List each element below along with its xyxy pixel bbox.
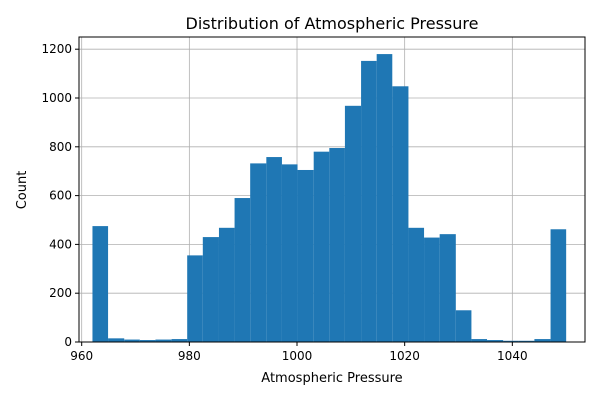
histogram-bar <box>361 60 377 342</box>
histogram-bar <box>455 310 472 342</box>
histogram-bar <box>550 229 567 342</box>
histogram-bar <box>313 151 330 342</box>
histogram-bar <box>503 340 519 342</box>
y-tick-label: 1200 <box>41 42 72 56</box>
y-tick-label: 1000 <box>41 91 72 105</box>
histogram-bar <box>124 339 140 342</box>
histogram-bar <box>344 105 362 342</box>
y-tick-label: 800 <box>49 140 72 154</box>
histogram-bar <box>266 157 282 342</box>
histogram-bar <box>471 339 488 342</box>
x-axis: 960 980 1000 1020 1040 <box>70 342 528 363</box>
y-tick-label: 200 <box>49 286 72 300</box>
histogram-bar <box>518 340 535 342</box>
histogram-bar <box>281 164 298 342</box>
histogram-bar <box>439 234 456 342</box>
y-tick-label: 600 <box>49 189 72 203</box>
x-tick-label: 1020 <box>389 349 420 363</box>
histogram-bar <box>534 339 551 342</box>
histogram-bar <box>424 237 440 342</box>
histogram-bar <box>202 237 219 342</box>
x-tick-label: 1040 <box>497 349 528 363</box>
histogram-bar <box>297 169 314 342</box>
histogram-bar <box>234 198 251 342</box>
histogram-bar <box>250 163 267 342</box>
chart-title: Distribution of Atmospheric Pressure <box>186 14 479 33</box>
histogram-bar <box>376 54 393 342</box>
axes-frame <box>78 36 586 343</box>
histogram-bar <box>392 86 409 342</box>
histogram-bar <box>187 255 203 342</box>
histogram-bar <box>155 339 172 342</box>
x-axis-label: Atmospheric Pressure <box>261 371 402 386</box>
histogram-bar <box>108 338 125 342</box>
histogram-bar <box>218 227 235 342</box>
histogram-bar <box>139 340 156 342</box>
histogram-bar <box>92 226 109 342</box>
y-axis: 0 200 400 600 800 1000 1200 <box>41 42 79 349</box>
x-tick-label: 960 <box>70 349 93 363</box>
histogram-bar <box>329 148 345 342</box>
x-tick-label: 1000 <box>282 349 313 363</box>
bars <box>92 54 567 342</box>
y-tick-label: 0 <box>64 335 72 349</box>
histogram-bar <box>408 227 425 342</box>
x-tick-label: 980 <box>178 349 201 363</box>
histogram-bar <box>171 339 188 342</box>
histogram-bar <box>487 340 504 342</box>
y-axis-label: Count <box>15 171 30 210</box>
y-tick-label: 400 <box>49 237 72 251</box>
